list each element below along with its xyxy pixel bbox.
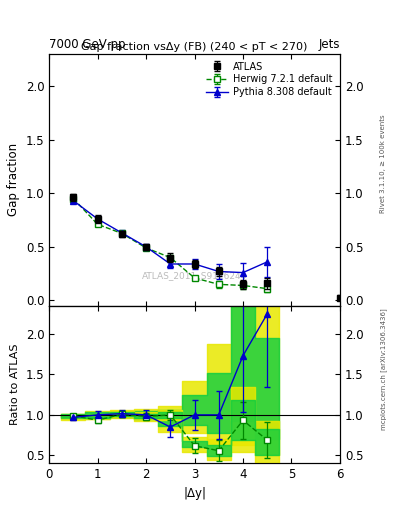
Text: Jets: Jets	[318, 38, 340, 51]
X-axis label: |Δy|: |Δy|	[183, 487, 206, 500]
Text: ATLAS_2011_S9126244: ATLAS_2011_S9126244	[142, 271, 247, 280]
Title: Gap fraction vsΔy (FB) (240 < pT < 270): Gap fraction vsΔy (FB) (240 < pT < 270)	[81, 41, 308, 52]
Text: mcplots.cern.ch [arXiv:1306.3436]: mcplots.cern.ch [arXiv:1306.3436]	[380, 308, 387, 430]
Text: Rivet 3.1.10, ≥ 100k events: Rivet 3.1.10, ≥ 100k events	[380, 115, 386, 213]
Text: 7000 GeV pp: 7000 GeV pp	[49, 38, 126, 51]
Legend: ATLAS, Herwig 7.2.1 default, Pythia 8.308 default: ATLAS, Herwig 7.2.1 default, Pythia 8.30…	[204, 58, 335, 100]
Y-axis label: Ratio to ATLAS: Ratio to ATLAS	[10, 344, 20, 425]
Y-axis label: Gap fraction: Gap fraction	[7, 143, 20, 217]
